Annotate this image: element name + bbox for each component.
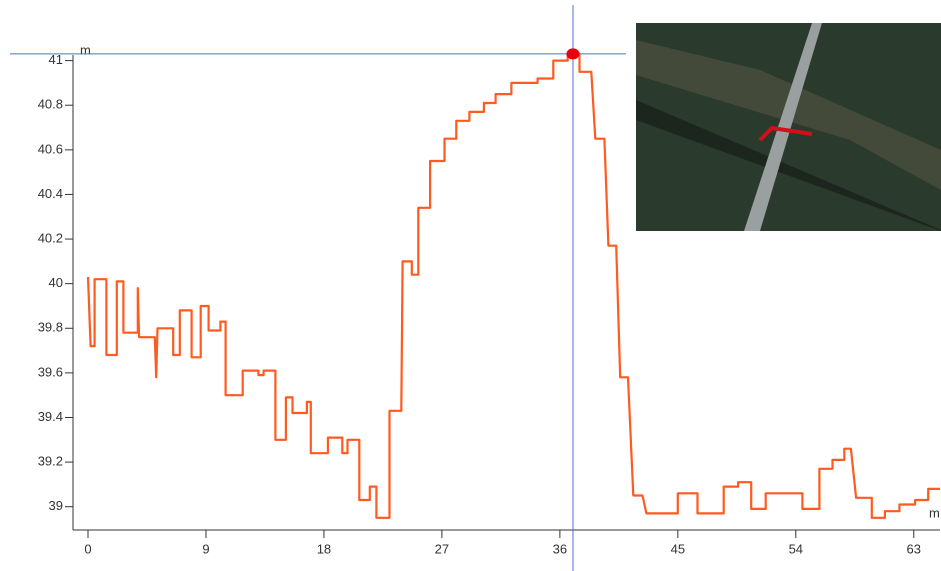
y-tick-label: 40.4 [38,186,63,201]
y-tick-label: 40 [49,275,63,290]
y-tick-label: 39.4 [38,409,63,424]
x-tick-label: 54 [789,541,803,556]
x-tick-label: 63 [907,541,921,556]
route [758,125,813,142]
y-axis-label: m [80,42,91,57]
y-tick-label: 41 [49,52,63,67]
y-tick-label: 39.2 [38,454,63,469]
y-tick-label: 40.6 [38,141,63,156]
y-tick-label: 40.8 [38,97,63,112]
road [744,23,822,231]
y-tick-label: 40.2 [38,230,63,245]
x-tick-label: 18 [317,541,331,556]
y-tick-label: 39 [49,498,63,513]
x-tick-label: 27 [435,541,449,556]
x-tick-label: 45 [671,541,685,556]
x-axis-label: m [929,505,940,520]
x-tick-label: 36 [553,541,567,556]
x-tick-label: 0 [84,541,91,556]
crosshair-marker [566,48,580,60]
y-tick-label: 39.6 [38,364,63,379]
map-inset [636,23,941,231]
shadow [636,100,941,231]
profile-line [86,52,940,519]
y-tick-label: 39.8 [38,320,63,335]
x-tick-label: 9 [202,541,209,556]
